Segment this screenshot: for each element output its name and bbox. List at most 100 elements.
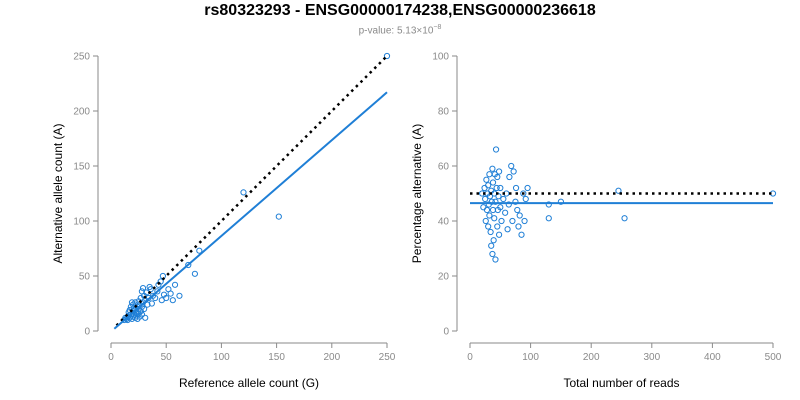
right-data-point (508, 162, 515, 170)
right-data-point (488, 242, 495, 249)
right-data-point (485, 223, 492, 230)
left-x-tick-label: 100 (213, 352, 230, 363)
right-data-point (512, 198, 519, 205)
p-value-subtitle: p-value: 5.13×10−8 (0, 24, 800, 36)
right-data-point (506, 173, 513, 181)
right-data-point (489, 250, 496, 258)
left-data-point (147, 286, 154, 293)
right-data-point (518, 231, 525, 238)
right-data-point (489, 165, 496, 172)
right-x-tick-label: 300 (643, 352, 660, 363)
left-data-point (167, 290, 174, 297)
left-x-axis-label: Reference allele count (G) (179, 376, 319, 390)
right-data-point (483, 176, 490, 183)
left-data-point (176, 292, 183, 299)
left-y-tick-label: 0 (84, 327, 90, 338)
right-scatter-panel: 0 100 200 300 400 500 0 20 40 60 80 100 Total number… (410, 52, 782, 391)
left-data-point (383, 52, 391, 60)
right-data-point (520, 190, 527, 197)
right-data-point (510, 168, 517, 175)
right-data-point (495, 231, 503, 238)
left-x-tick-label: 50 (161, 352, 173, 363)
right-data-point (498, 217, 505, 225)
p-value-exponent: −8 (433, 24, 442, 31)
left-data-point (154, 288, 161, 295)
right-data-point (557, 198, 565, 205)
right-y-axis-label: Percentage alternative (A) (410, 124, 424, 263)
right-data-point (491, 215, 498, 222)
right-y-tick-label: 20 (438, 272, 450, 283)
right-x-tick-label: 100 (522, 352, 539, 363)
left-data-point (196, 247, 203, 254)
right-data-point (512, 184, 520, 192)
right-data-point (481, 184, 488, 192)
left-x-tick-label: 150 (268, 352, 285, 363)
right-data-point (494, 223, 501, 230)
right-data-point (515, 223, 522, 230)
left-data-point (171, 281, 179, 288)
right-y-tick-label: 0 (443, 327, 449, 338)
left-data-point (138, 311, 146, 318)
right-data-point (497, 184, 504, 192)
right-data-point (497, 204, 504, 211)
right-data-point (545, 215, 552, 222)
left-y-tick-label: 100 (73, 217, 90, 228)
p-value-text: p-value: 5.13×10 (358, 25, 434, 37)
right-data-point (500, 195, 507, 203)
left-x-tick-label: 0 (108, 352, 114, 363)
left-y-tick-label: 250 (73, 52, 90, 63)
right-data-point (505, 201, 512, 208)
right-data-point (545, 201, 552, 208)
right-data-point (486, 212, 493, 219)
right-data-point (495, 168, 503, 175)
left-data-point (141, 305, 148, 313)
right-data-point (493, 184, 500, 192)
right-y-tick-label: 60 (438, 162, 450, 173)
right-x-tick-label: 0 (467, 352, 473, 363)
right-data-point (494, 173, 501, 181)
right-data-point (504, 226, 511, 233)
right-data-point (492, 256, 499, 263)
left-data-point (144, 301, 151, 308)
right-y-tick-label: 80 (438, 107, 450, 118)
left-y-tick-label: 50 (79, 272, 91, 283)
left-x-tick-label: 200 (323, 352, 340, 363)
right-data-point (502, 209, 509, 216)
right-data-point (492, 198, 499, 205)
left-data-point (142, 314, 149, 321)
right-data-point (483, 206, 491, 214)
right-data-point (489, 179, 497, 186)
left-data-point (169, 297, 176, 304)
right-data-point (482, 195, 489, 203)
right-y-tick-label: 100 (432, 52, 449, 63)
right-data-point (480, 204, 487, 211)
left-data-point (139, 285, 147, 292)
chart-title: rs80323293 - ENSG00000174238,ENSG0000023… (204, 2, 596, 19)
right-data-point (492, 146, 500, 153)
right-x-tick-label: 400 (704, 352, 721, 363)
right-data-point (490, 237, 497, 244)
left-data-point (152, 294, 159, 302)
right-data-point (488, 198, 495, 205)
right-data-point (482, 217, 489, 225)
left-data-point (240, 189, 247, 196)
left-y-axis-label: Alternative allele count (A) (51, 123, 65, 263)
right-y-tick-label: 40 (438, 217, 450, 228)
right-data-point (522, 195, 529, 203)
right-data-point (485, 182, 492, 189)
left-data-point (148, 300, 155, 307)
left-scatter-panel: 0 50 100 150 200 250 0 50 100 150 200 250 Reference … (51, 52, 396, 391)
right-x-tick-label: 500 (765, 352, 782, 363)
right-data-point (486, 171, 493, 178)
right-data-point (509, 217, 516, 225)
right-data-point (524, 184, 531, 192)
right-data-point (521, 217, 528, 225)
right-data-point (615, 187, 622, 194)
left-data-point (163, 294, 170, 302)
left-x-tick-label: 250 (379, 352, 396, 363)
left-data-point (185, 261, 192, 269)
left-data-point (157, 278, 164, 285)
left-data-point (275, 213, 282, 220)
left-data-point (191, 270, 199, 277)
